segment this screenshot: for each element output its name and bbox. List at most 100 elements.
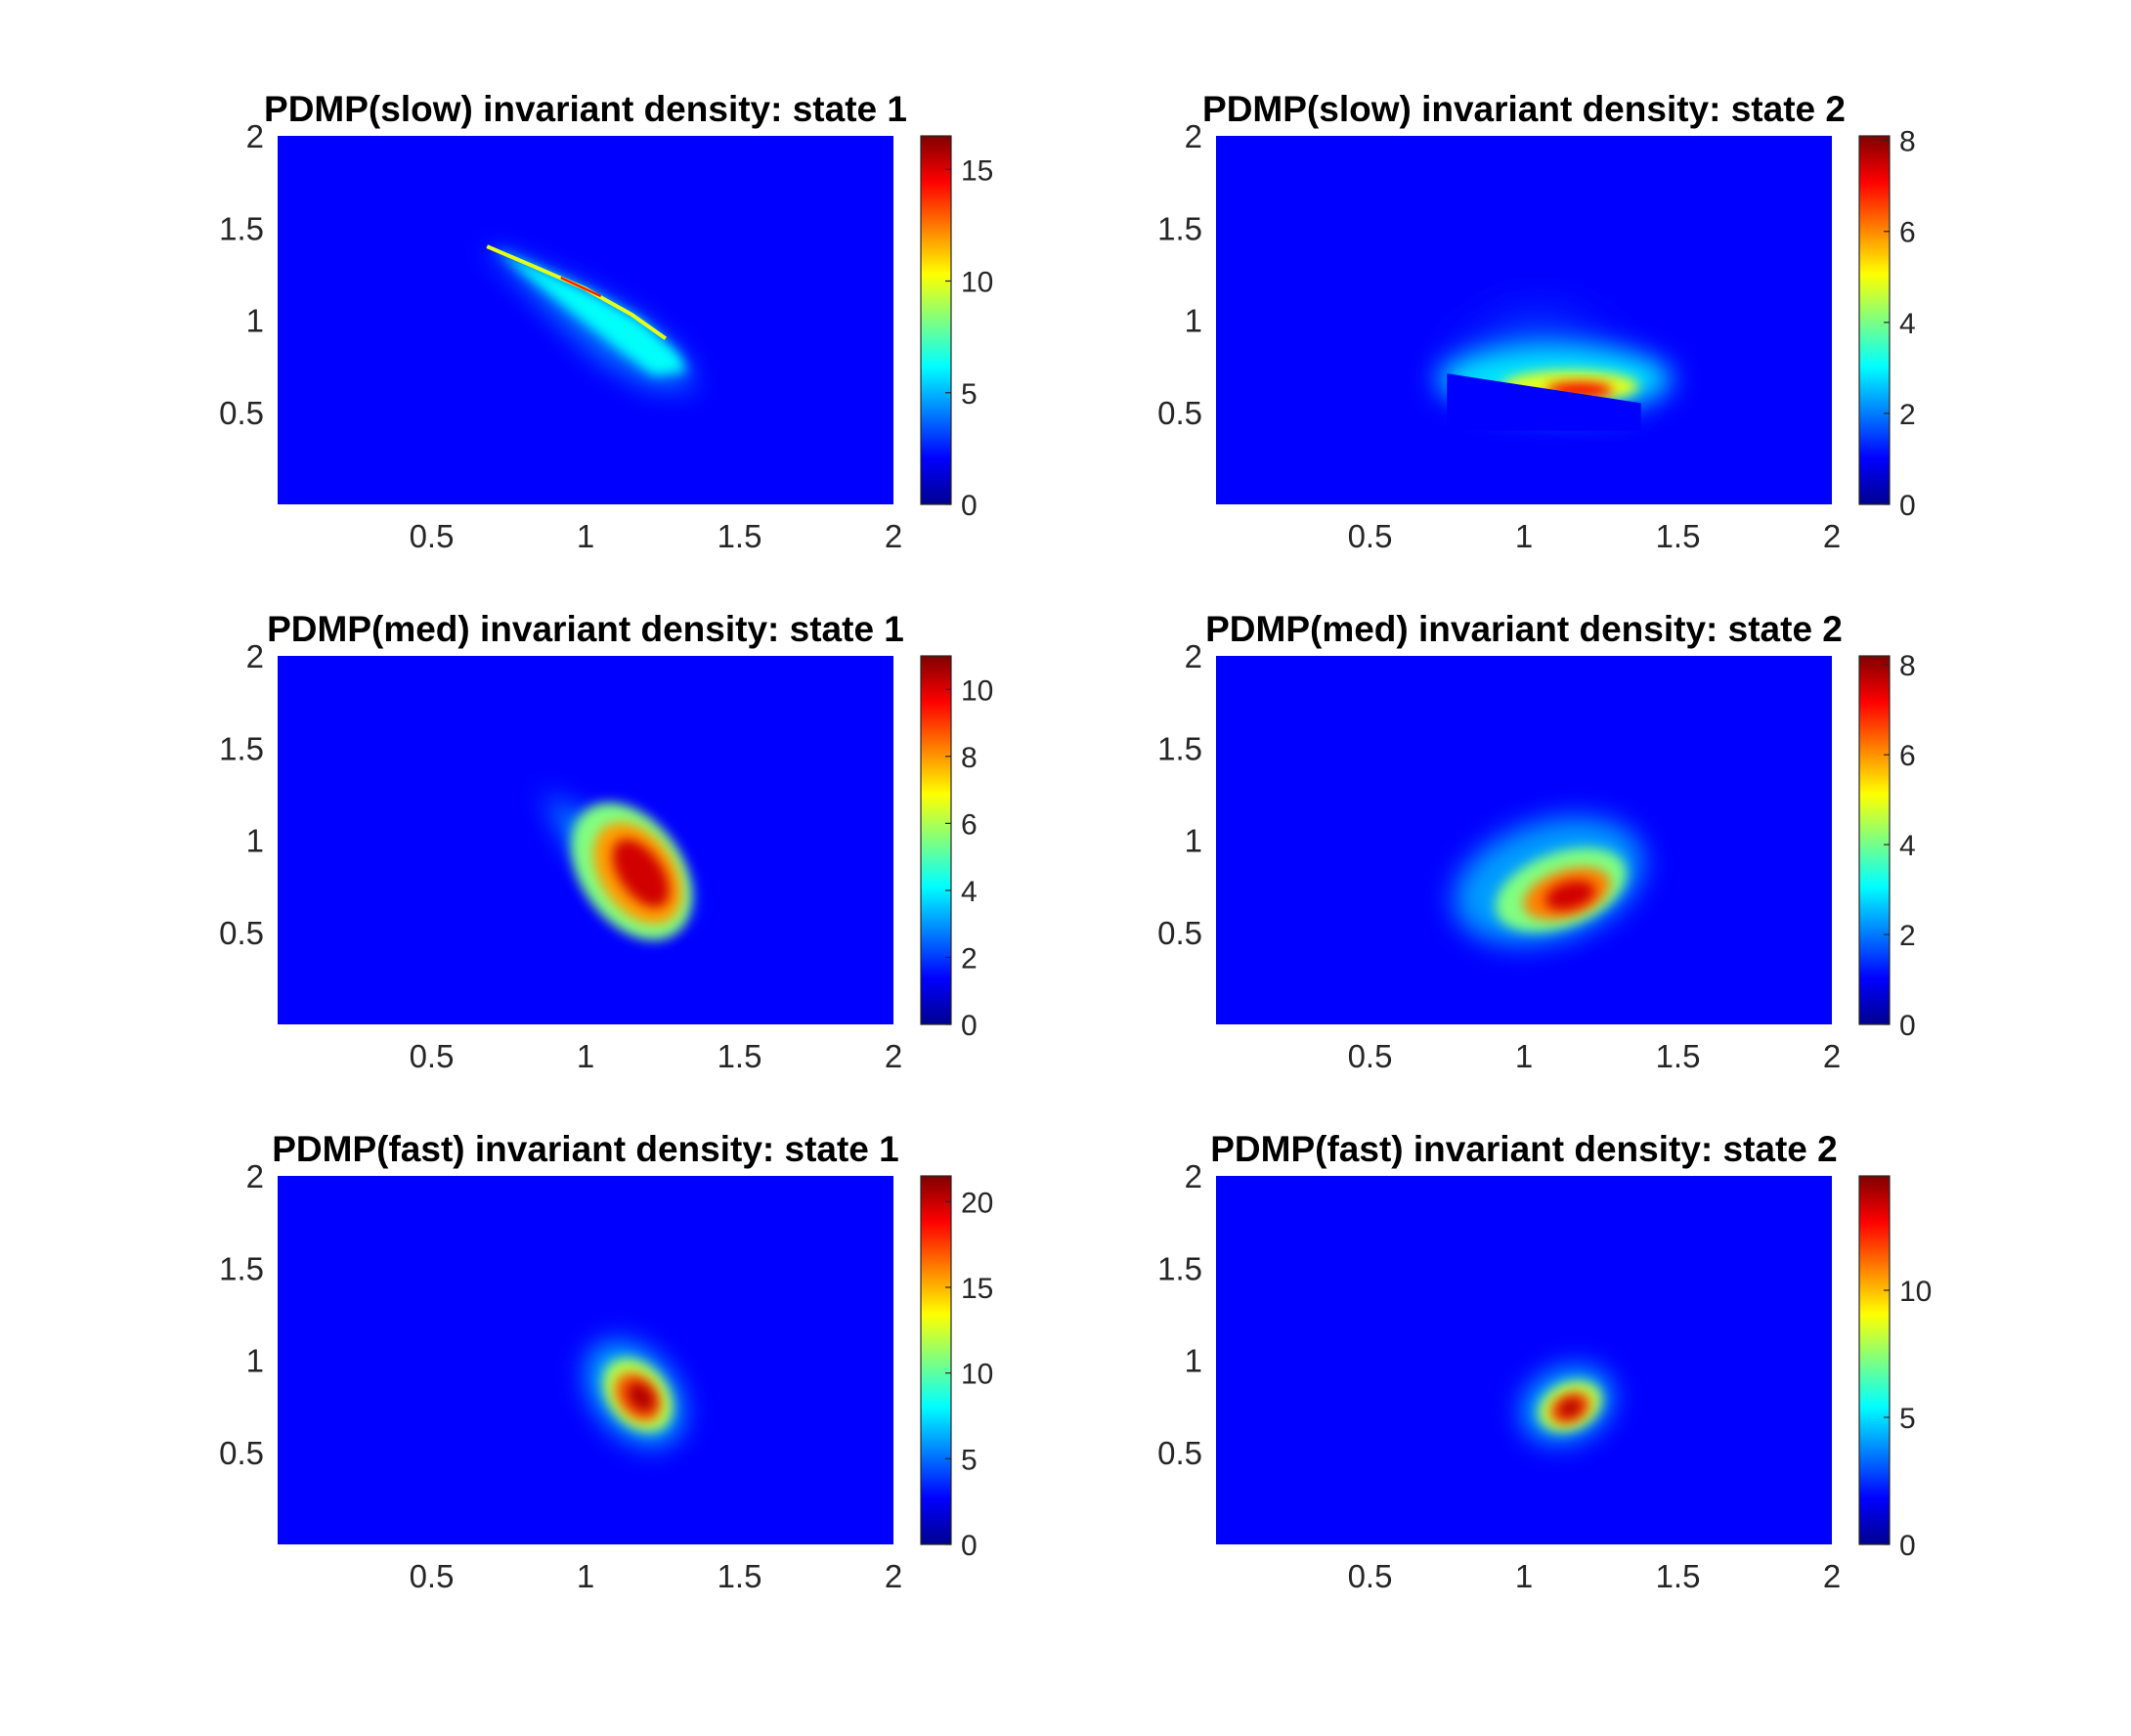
- colorbar-tick-label: 10: [1899, 1276, 1932, 1308]
- density-peak: [1544, 880, 1595, 911]
- density-peak: [612, 839, 670, 908]
- y-tick-label: 1: [1185, 823, 1202, 859]
- y-tick-label: 1.5: [219, 210, 264, 246]
- heatmap-panel-1: PDMP(slow) invariant density: state 1 0.5…: [219, 89, 993, 554]
- y-tick-label: 2: [246, 1158, 264, 1194]
- y-tick-label: 1.5: [1157, 730, 1202, 766]
- colorbar-tick-label: 15: [961, 154, 993, 187]
- colorbar-tick-label: 8: [1899, 650, 1916, 682]
- colorbar-tick-label: 8: [1899, 126, 1916, 158]
- y-tick-label: 1: [1185, 303, 1202, 339]
- x-tick-label: 2: [885, 1038, 902, 1074]
- chart-title: PDMP(fast) invariant density: state 1: [272, 1129, 898, 1169]
- colorbar-gradient: [921, 136, 951, 504]
- chart-title: PDMP(slow) invariant density: state 1: [264, 89, 907, 129]
- colorbar-tick-label: 4: [961, 876, 978, 908]
- colorbar-frame: [1858, 135, 1891, 505]
- x-tick-label: 2: [1823, 1558, 1841, 1594]
- x-tick-label: 1.5: [718, 518, 762, 554]
- chart-title: PDMP(med) invariant density: state 1: [267, 609, 904, 649]
- y-tick-label: 1: [246, 823, 264, 859]
- colorbar-tick-label: 15: [961, 1273, 993, 1305]
- colorbar-tick-label: 0: [1899, 1530, 1916, 1562]
- colorbar: 0 5 10 15 20: [920, 1175, 993, 1562]
- colorbar-tick-label: 5: [961, 378, 978, 411]
- x-tick-label: 1: [577, 1038, 594, 1074]
- y-tick-label: 0.5: [219, 1435, 264, 1471]
- density-layer: [493, 247, 687, 376]
- colorbar-tick-label: 0: [1899, 490, 1916, 522]
- x-tick-label: 0.5: [410, 1038, 455, 1074]
- colorbar-tick-label: 2: [1899, 920, 1916, 952]
- y-tick-label: 2: [246, 118, 264, 154]
- heatmap-background: [1216, 1176, 1832, 1544]
- y-tick-label: 1: [1185, 1343, 1202, 1379]
- y-tick-label: 0.5: [219, 395, 264, 431]
- x-tick-label: 2: [885, 518, 902, 554]
- y-tick-label: 1: [246, 303, 264, 339]
- colorbar-gradient: [921, 1176, 951, 1544]
- y-tick-label: 1.5: [219, 730, 264, 766]
- y-tick-label: 1.5: [219, 1250, 264, 1286]
- colorbar-tick-label: 10: [961, 1359, 993, 1391]
- x-tick-label: 1.5: [718, 1558, 762, 1594]
- y-tick-label: 2: [246, 638, 264, 674]
- x-tick-label: 2: [1823, 1038, 1841, 1074]
- colorbar-frame: [1858, 1175, 1891, 1545]
- colorbar-tick-label: 0: [961, 1010, 978, 1042]
- colorbar-tick-label: 4: [1899, 830, 1916, 862]
- x-tick-label: 0.5: [410, 1558, 455, 1594]
- plot-area: [278, 656, 893, 1024]
- heatmap-panel-6: PDMP(fast) invariant density: state 2 0.5…: [1157, 1129, 1932, 1594]
- density-ridge-peak: [560, 277, 602, 298]
- x-tick-label: 1: [577, 1558, 594, 1594]
- colorbar: 0 5 10 15: [920, 135, 993, 522]
- density-peak: [627, 1382, 655, 1412]
- colorbar-tick-label: 0: [1899, 1010, 1916, 1042]
- colorbar-tick-label: 0: [961, 490, 978, 522]
- x-tick-label: 1: [1515, 1558, 1533, 1594]
- colorbar-gradient: [1859, 656, 1890, 1024]
- x-tick-label: 1.5: [1656, 1558, 1701, 1594]
- colorbar-tick-label: 10: [961, 674, 993, 707]
- colorbar-frame: [920, 1175, 952, 1545]
- colorbar-frame: [1858, 655, 1891, 1025]
- y-tick-label: 0.5: [219, 915, 264, 951]
- x-tick-label: 1.5: [1656, 1038, 1701, 1074]
- colorbar-tick-label: 20: [961, 1187, 993, 1219]
- colorbar-gradient: [1859, 1176, 1890, 1544]
- colorbar-tick-label: 0: [961, 1530, 978, 1562]
- heatmap-background: [278, 1176, 893, 1544]
- plot-area: [1216, 1176, 1832, 1544]
- colorbar-tick-label: 2: [1899, 399, 1916, 431]
- density-edge: [1447, 373, 1641, 431]
- x-tick-label: 1: [577, 518, 594, 554]
- x-tick-label: 0.5: [410, 518, 455, 554]
- chart-title: PDMP(slow) invariant density: state 2: [1202, 89, 1846, 129]
- heatmap-panel-5: PDMP(fast) invariant density: state 1 0.5…: [219, 1129, 993, 1594]
- colorbar-gradient: [1859, 136, 1890, 504]
- colorbar-gradient: [921, 656, 951, 1024]
- colorbar-tick-label: 8: [961, 742, 978, 774]
- colorbar-frame: [920, 135, 952, 505]
- colorbar-tick-label: 5: [1899, 1403, 1916, 1435]
- y-tick-label: 1.5: [1157, 210, 1202, 246]
- colorbar: 0 2 4 6 8 10: [920, 655, 993, 1042]
- colorbar-frame: [920, 655, 952, 1025]
- heatmap-panel-4: PDMP(med) invariant density: state 2 0.5 1…: [1157, 609, 1916, 1074]
- colorbar-tick-label: 2: [961, 942, 978, 975]
- x-tick-label: 2: [1823, 518, 1841, 554]
- density-peak: [1557, 1398, 1583, 1418]
- colorbar-tick-label: 5: [961, 1444, 978, 1476]
- y-tick-label: 2: [1185, 638, 1202, 674]
- plot-area: [278, 1176, 893, 1544]
- chart-title: PDMP(fast) invariant density: state 2: [1210, 1129, 1837, 1169]
- x-tick-label: 0.5: [1348, 1038, 1393, 1074]
- plot-area: [1216, 656, 1832, 1024]
- x-tick-label: 1.5: [1656, 518, 1701, 554]
- colorbar: 0 5 10: [1858, 1175, 1932, 1562]
- heatmap-panel-2: PDMP(slow) invariant density: state 2 0.5…: [1157, 89, 1916, 554]
- x-tick-label: 0.5: [1348, 518, 1393, 554]
- y-tick-label: 2: [1185, 1158, 1202, 1194]
